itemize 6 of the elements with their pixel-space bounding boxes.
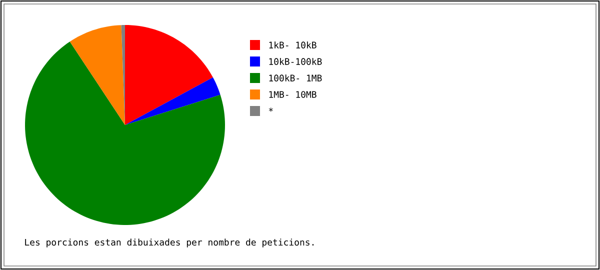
legend-label: * (268, 108, 273, 112)
legend-label: 1MB- 10MB (269, 91, 316, 98)
legend-label: 10kB-100kB (269, 58, 322, 65)
text: Les porcions estan dibuixades per nombre de peticions. (25, 238, 314, 248)
legend-label: 100kB- 1MB (269, 74, 322, 82)
legend-label: 1kB- 10kB (269, 42, 316, 48)
